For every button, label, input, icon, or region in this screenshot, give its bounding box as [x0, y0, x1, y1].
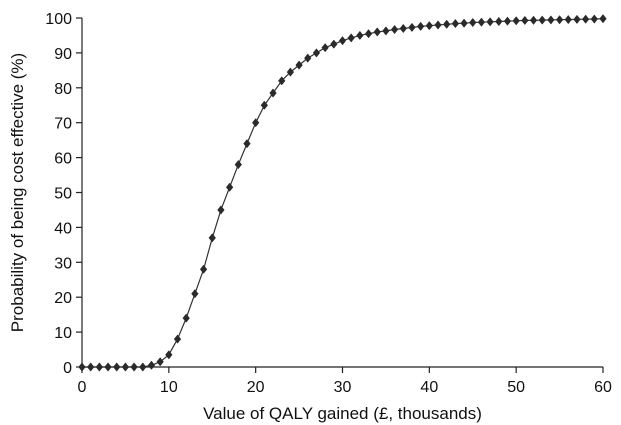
data-point	[590, 14, 598, 24]
data-point	[321, 43, 329, 53]
data-point	[147, 360, 156, 370]
data-point	[521, 15, 529, 26]
y-tick-label: 0	[63, 360, 72, 377]
data-point	[121, 362, 130, 372]
data-point	[304, 53, 312, 63]
x-tick-label: 20	[247, 379, 265, 396]
data-point	[208, 233, 216, 243]
x-tick-label: 30	[334, 379, 352, 396]
data-point	[269, 88, 277, 98]
data-markers	[78, 14, 607, 372]
data-point	[191, 289, 199, 299]
data-point	[408, 22, 416, 33]
data-point	[243, 139, 251, 149]
data-point	[555, 15, 564, 25]
data-point	[278, 76, 286, 86]
data-point	[390, 24, 399, 35]
y-tick-label: 80	[54, 81, 72, 98]
data-point	[139, 362, 147, 372]
y-tick-label: 20	[54, 290, 72, 307]
data-point	[416, 21, 425, 31]
data-point	[234, 159, 242, 170]
x-tick-label: 60	[594, 379, 612, 396]
x-tick-label: 10	[160, 379, 178, 396]
y-tick-label: 70	[54, 116, 72, 133]
y-axis-title: Probability of being cost effective (%)	[8, 53, 27, 332]
x-tick-label: 40	[420, 379, 438, 396]
axes	[81, 18, 603, 368]
data-point	[225, 182, 234, 192]
data-point	[573, 14, 581, 24]
data-point	[312, 48, 321, 58]
data-point	[251, 118, 260, 128]
x-tick-label: 0	[78, 379, 87, 396]
data-point	[182, 313, 190, 323]
data-point	[347, 33, 355, 43]
data-point	[95, 362, 104, 372]
data-point	[338, 36, 347, 46]
data-point	[130, 362, 138, 372]
data-point	[529, 15, 538, 25]
data-point	[113, 362, 121, 372]
data-point	[399, 23, 407, 34]
data-point	[156, 357, 164, 367]
y-tick-label: 100	[45, 11, 72, 28]
data-point	[443, 19, 451, 29]
data-point	[460, 18, 468, 28]
data-point	[469, 17, 477, 28]
data-point	[538, 15, 546, 25]
y-tick-label: 60	[54, 151, 72, 168]
data-point	[451, 18, 460, 29]
data-point	[165, 350, 173, 360]
data-point	[495, 16, 503, 27]
data-point	[78, 362, 86, 372]
y-tick-label: 50	[54, 186, 72, 203]
data-point	[364, 29, 373, 39]
data-point	[87, 362, 95, 372]
data-point	[260, 100, 269, 110]
data-point	[382, 26, 390, 36]
y-tick-label: 10	[54, 325, 72, 342]
data-point	[217, 205, 225, 215]
data-point	[295, 60, 303, 70]
data-point	[512, 16, 520, 26]
y-ticks: 0 10 20 30 40 50 60 70 80 90 100	[45, 11, 82, 377]
data-point	[104, 362, 112, 372]
x-ticks: 0 10 20 30 40 50 60	[78, 367, 612, 396]
data-point	[425, 21, 434, 31]
data-point	[503, 16, 512, 26]
data-point	[286, 67, 295, 77]
y-tick-label: 40	[54, 220, 72, 237]
x-axis-title: Value of QALY gained (£, thousands)	[203, 404, 482, 423]
data-point	[486, 17, 494, 27]
y-tick-label: 30	[54, 255, 72, 272]
series-line	[82, 18, 604, 368]
data-point	[599, 14, 607, 24]
data-point	[547, 15, 555, 25]
data-point	[330, 39, 338, 49]
data-point	[173, 334, 182, 344]
data-point	[581, 14, 590, 24]
data-point	[434, 20, 442, 30]
data-point	[373, 27, 381, 37]
data-point	[477, 17, 486, 27]
x-tick-label: 50	[507, 379, 525, 396]
data-point	[199, 264, 208, 274]
y-tick-label: 90	[54, 46, 72, 63]
data-point	[356, 30, 364, 41]
data-point	[564, 14, 572, 25]
